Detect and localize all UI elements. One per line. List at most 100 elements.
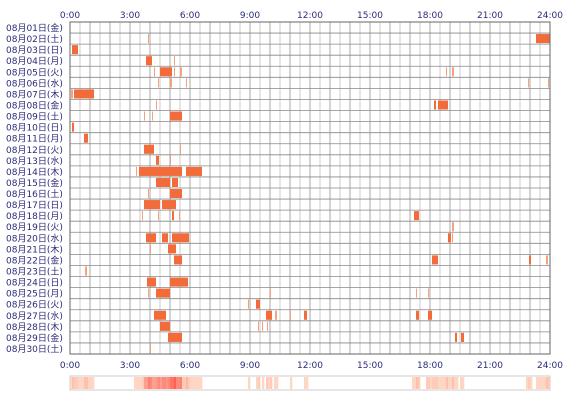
plot-frame [69,21,551,355]
activity-bar [434,100,436,110]
density-cell [180,377,183,389]
activity-bar [148,288,149,298]
row-label: 08月16日(土) [6,188,63,200]
density-cell [160,377,163,389]
activity-bar [174,255,182,265]
density-cell [140,377,143,389]
density-cell [442,377,445,389]
x-tick-label-top: 24:00 [537,11,563,21]
density-cell [460,377,463,389]
density-cell [80,377,83,389]
density-cell [156,377,159,389]
activity-bar [174,67,175,77]
density-cell [450,377,453,389]
activity-bar [168,244,176,254]
row-label: 08月08日(金) [6,100,63,112]
density-cell [86,377,89,389]
activity-bar [170,78,172,88]
density-cell [530,377,533,389]
activity-bar [528,78,529,88]
density-cell [76,377,79,389]
activity-bar [162,200,176,210]
activity-bar [180,144,181,154]
row-label: 08月11日(月) [6,134,63,145]
x-tick-label-bottom: 12:00 [297,361,323,371]
activity-bar [72,45,78,55]
density-cell [158,377,161,389]
x-tick-label-bottom: 3:00 [120,361,140,371]
density-cell [528,377,531,389]
activity-bar [180,67,182,77]
activity-bar [262,321,263,331]
activity-bar [452,233,453,243]
activity-bar [84,133,88,143]
density-cell [74,377,77,389]
activity-bar [156,155,159,165]
activity-bar [186,166,202,176]
activity-bar [154,310,166,320]
activity-bar [144,200,160,210]
density-cell [192,377,195,389]
row-label: 08月24日(日) [6,278,63,289]
density-cell [418,377,421,389]
row-label: 08月30日(土) [6,343,63,355]
density-cell [72,377,75,389]
activity-bar [160,321,170,331]
density-cell [148,377,151,389]
density-cell [170,377,173,389]
activity-bar [266,310,272,320]
activity-bar [160,67,172,77]
activity-bar [270,288,271,298]
row-label: 08月21日(木) [6,243,63,255]
density-cell [88,377,91,389]
row-label: 08月19日(火) [6,222,63,233]
x-tick-label-top: 18:00 [417,11,443,21]
activity-bar [256,299,260,309]
density-cell [168,377,171,389]
activity-bar [416,288,417,298]
x-tick-label-bottom: 9:00 [240,361,260,371]
density-cell [190,377,193,389]
activity-bar [139,166,182,176]
activity-bar [154,67,155,77]
row-label: 08月04日(月) [6,56,63,67]
density-cell [134,377,137,389]
density-cell [456,377,459,389]
activity-bar [158,211,159,221]
row-label: 08月05日(火) [6,67,63,78]
activity-bar [156,288,170,298]
row-label: 08月02日(土) [6,33,63,45]
row-label: 08月10日(日) [6,123,63,134]
activity-bar [172,211,174,221]
row-label: 08月06日(水) [6,77,63,89]
activity-bar [142,211,143,221]
activity-bar [172,177,178,187]
density-cell [144,377,147,389]
row-label: 08月09日(土) [6,111,63,123]
density-cell [426,377,429,389]
density-cell [166,377,169,389]
density-cell [438,377,441,389]
activity-bar [290,310,291,320]
density-cell [154,377,157,389]
density-cell [452,377,455,389]
activity-bar [162,233,168,243]
row-label: 08月25日(月) [6,289,63,300]
x-tick-label-top: 12:00 [297,11,323,21]
density-cell [258,377,261,389]
density-cell [78,377,81,389]
density-cell [146,377,149,389]
activity-bar [158,78,159,88]
density-cell [194,377,197,389]
row-label: 08月23日(土) [6,266,63,278]
activity-bar [144,111,145,121]
activity-bar [150,343,151,353]
activity-bar [174,56,175,66]
activity-bar [170,189,182,199]
activity-bar [455,332,457,342]
density-cell [412,377,415,389]
activity-bar [146,233,156,243]
activity-bar [144,144,154,154]
activity-bar [258,321,259,331]
density-cell [92,377,95,389]
